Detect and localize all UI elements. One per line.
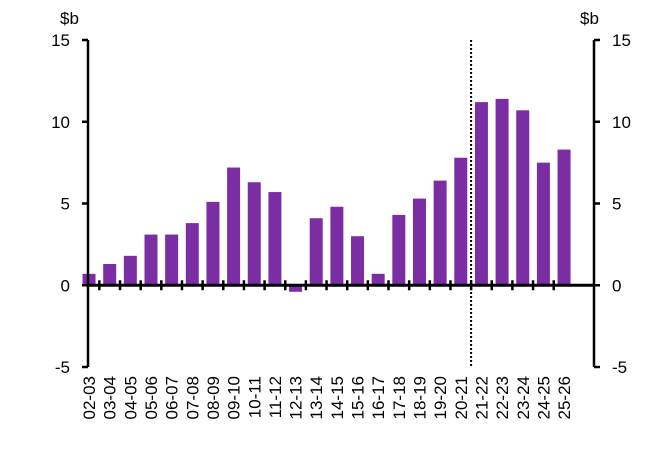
bar-23-24 [516, 110, 530, 286]
left-axis-unit-label: $b [60, 9, 79, 28]
x-tick-label-15-16: 15-16 [349, 376, 368, 419]
bar-14-15 [330, 206, 344, 286]
left-y-tick-label: 15 [51, 31, 70, 50]
x-tick-label-07-08: 07-08 [183, 376, 202, 419]
bar-25-26 [557, 149, 571, 286]
bar-15-16 [351, 236, 365, 286]
bar-19-20 [433, 180, 447, 286]
x-tick-label-13-14: 13-14 [307, 376, 326, 419]
bar-03-04 [103, 264, 117, 286]
ticks-layer: 02-03 03-04 04-05 05-06 06-07 07-08 08-09 09-10… [51, 31, 631, 419]
bar-04-05 [123, 255, 137, 286]
x-tick-label-14-15: 14-15 [328, 376, 347, 419]
x-tick-label-06-07: 06-07 [163, 376, 182, 419]
right-y-tick-label: 15 [612, 31, 631, 50]
bar-12-13 [289, 285, 303, 292]
x-tick-label-12-13: 12-13 [287, 376, 306, 419]
x-tick-label-08-09: 08-09 [204, 376, 223, 419]
bar-22-23 [495, 98, 509, 286]
x-tick-label-04-05: 04-05 [121, 376, 140, 419]
bar-20-21 [454, 157, 468, 286]
x-tick-label-18-19: 18-19 [410, 376, 429, 419]
bar-18-19 [412, 198, 426, 286]
left-y-tick-label: 0 [61, 276, 70, 295]
left-y-tick-label: -5 [55, 358, 70, 377]
x-tick-label-05-06: 05-06 [142, 376, 161, 419]
right-y-tick-label: -5 [612, 358, 627, 377]
x-tick-label-19-20: 19-20 [431, 376, 450, 419]
x-tick-label-21-22: 21-22 [472, 376, 491, 419]
x-tick-label-09-10: 09-10 [225, 376, 244, 419]
bar-09-10 [227, 167, 241, 286]
right-axis-unit-label: $b [580, 9, 599, 28]
right-y-tick-label: 0 [612, 276, 621, 295]
x-tick-label-16-17: 16-17 [369, 376, 388, 419]
x-tick-label-02-03: 02-03 [80, 376, 99, 419]
bar-16-17 [371, 273, 385, 286]
bar-21-22 [474, 102, 488, 286]
x-tick-label-10-11: 10-11 [245, 376, 264, 418]
bar-17-18 [392, 214, 406, 286]
x-tick-label-22-23: 22-23 [493, 376, 512, 419]
right-y-tick-label: 5 [612, 195, 621, 214]
x-tick-label-20-21: 20-21 [452, 376, 471, 419]
right-y-tick-label: 10 [612, 113, 631, 132]
bar-07-08 [185, 223, 199, 286]
bars-layer [82, 98, 571, 292]
bar-13-14 [309, 218, 323, 286]
left-y-tick-label: 10 [51, 113, 70, 132]
x-tick-label-23-24: 23-24 [514, 376, 533, 419]
x-tick-label-24-25: 24-25 [534, 376, 553, 419]
bar-05-06 [144, 234, 158, 286]
x-tick-label-25-26: 25-26 [555, 376, 574, 419]
x-tick-label-17-18: 17-18 [390, 376, 409, 419]
x-tick-label-11-12: 11-12 [266, 376, 285, 418]
left-y-tick-label: 5 [61, 195, 70, 214]
bar-06-07 [165, 234, 179, 286]
bar-11-12 [268, 192, 282, 286]
x-tick-label-03-04: 03-04 [101, 376, 120, 419]
bar-24-25 [536, 162, 550, 286]
bar-08-09 [206, 201, 220, 286]
bar-10-11 [247, 182, 261, 286]
